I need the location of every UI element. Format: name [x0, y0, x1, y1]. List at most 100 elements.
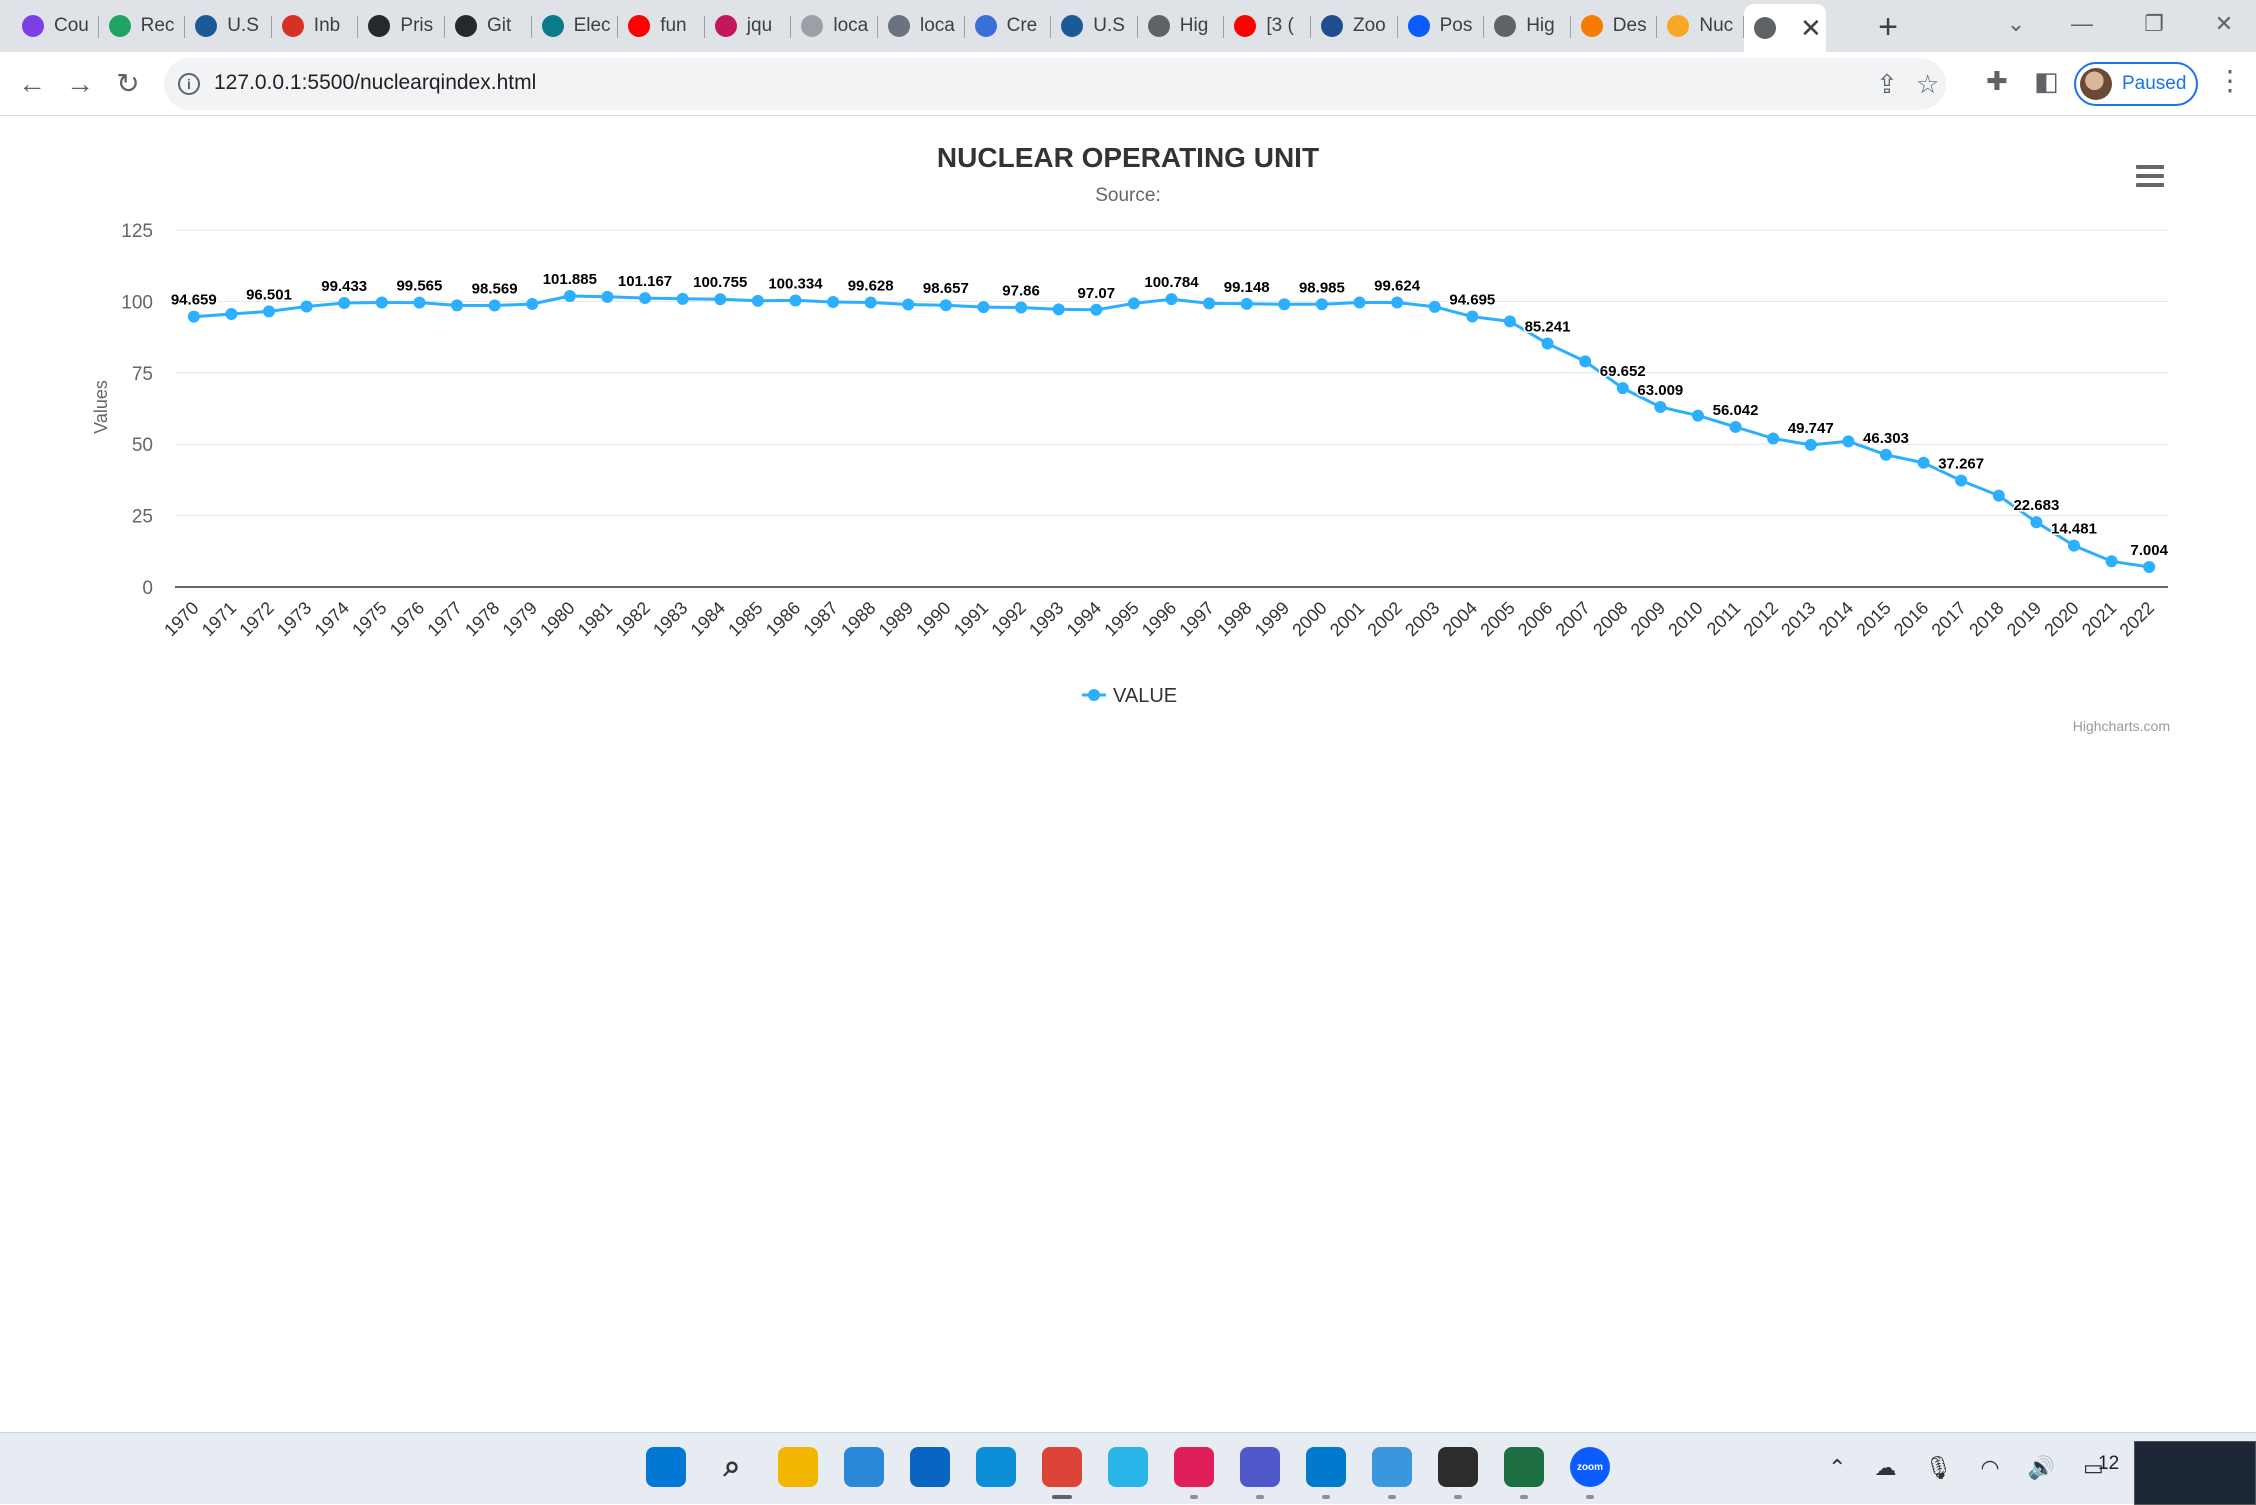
cloud-sync-icon[interactable]: ☁: [1874, 1455, 1897, 1480]
data-point[interactable]: [1992, 489, 2005, 502]
vscode-icon[interactable]: [1306, 1447, 1346, 1487]
start-icon[interactable]: [646, 1447, 686, 1487]
data-point[interactable]: [1616, 382, 1629, 395]
tab-2[interactable]: U.S: [185, 6, 272, 46]
data-point[interactable]: [2105, 555, 2118, 568]
data-point[interactable]: [1428, 300, 1441, 313]
snowflake-icon[interactable]: [1108, 1447, 1148, 1487]
file-explorer-icon[interactable]: [778, 1447, 818, 1487]
clock[interactable]: 12: [2098, 1453, 2120, 1474]
data-point[interactable]: [1541, 337, 1554, 350]
data-point[interactable]: [2143, 560, 2156, 573]
credits-link[interactable]: Highcharts.com: [2073, 718, 2170, 734]
data-point[interactable]: [601, 290, 614, 303]
tab-12[interactable]: U.S: [1051, 6, 1138, 46]
export-menu-icon[interactable]: [2136, 165, 2164, 187]
mail-icon[interactable]: [910, 1447, 950, 1487]
data-point[interactable]: [1691, 409, 1704, 422]
data-point[interactable]: [1767, 432, 1780, 445]
browser-menu-icon[interactable]: ⋮: [2216, 65, 2244, 96]
share-icon[interactable]: ⇪: [1876, 69, 1898, 99]
bookmark-star-icon[interactable]: ☆: [1916, 69, 1940, 99]
data-point[interactable]: [1203, 297, 1216, 310]
address-bar[interactable]: i 127.0.0.1:5500/nuclearqindex.html ⇪ ☆: [164, 58, 1946, 110]
data-point[interactable]: [413, 296, 426, 309]
data-point[interactable]: [1052, 303, 1065, 316]
legend[interactable]: VALUE: [1082, 685, 1177, 707]
tab-0[interactable]: Cou: [12, 6, 99, 46]
site-info-icon[interactable]: i: [178, 73, 200, 95]
tab-11[interactable]: Cre: [965, 6, 1052, 46]
data-point[interactable]: [375, 296, 388, 309]
new-tab-button[interactable]: +: [1878, 8, 1898, 46]
tab-17[interactable]: Hig: [1484, 6, 1571, 46]
data-point[interactable]: [1127, 297, 1140, 310]
excel-icon[interactable]: [1504, 1447, 1544, 1487]
data-point[interactable]: [451, 299, 464, 312]
data-point[interactable]: [225, 307, 238, 320]
tab-14[interactable]: [3 (: [1224, 6, 1311, 46]
window-thumbnail[interactable]: [2134, 1441, 2256, 1505]
tab-18[interactable]: Des: [1571, 6, 1658, 46]
edge-icon[interactable]: [976, 1447, 1016, 1487]
back-button[interactable]: ←: [18, 68, 46, 99]
data-point[interactable]: [1842, 435, 1855, 448]
data-point[interactable]: [1015, 301, 1028, 314]
minimize-button[interactable]: —: [2071, 11, 2093, 36]
chrome-icon[interactable]: [1042, 1447, 1082, 1487]
restore-button[interactable]: ❐: [2144, 11, 2164, 36]
tab-10[interactable]: loca: [878, 6, 965, 46]
search-icon[interactable]: ⌕: [723, 1450, 741, 1483]
data-point[interactable]: [1804, 438, 1817, 451]
data-point[interactable]: [563, 290, 576, 303]
microphone-icon[interactable]: 🎙: [1924, 1455, 1953, 1480]
profile-button[interactable]: Paused: [2074, 62, 2198, 106]
data-point[interactable]: [187, 310, 200, 323]
tab-13[interactable]: Hig: [1138, 6, 1225, 46]
side-panel-icon[interactable]: ◧: [2034, 66, 2059, 96]
zoom-icon[interactable]: zoom: [1570, 1447, 1610, 1487]
data-point[interactable]: [2067, 539, 2080, 552]
tab-16[interactable]: Pos: [1398, 6, 1485, 46]
tab-7[interactable]: fun: [618, 6, 705, 46]
data-point[interactable]: [1090, 303, 1103, 316]
data-point[interactable]: [977, 301, 990, 314]
tab-5[interactable]: Git: [445, 6, 532, 46]
data-point[interactable]: [2030, 516, 2043, 529]
tab-1[interactable]: Rec: [99, 6, 186, 46]
data-point[interactable]: [1917, 456, 1930, 469]
data-point[interactable]: [1466, 310, 1479, 323]
store-icon[interactable]: [844, 1447, 884, 1487]
data-point[interactable]: [300, 300, 313, 313]
tab-9[interactable]: loca: [791, 6, 878, 46]
teams-icon[interactable]: [1240, 1447, 1280, 1487]
data-point[interactable]: [1879, 448, 1892, 461]
data-point[interactable]: [1955, 474, 1968, 487]
tab-15[interactable]: Zoo: [1311, 6, 1398, 46]
slack-icon[interactable]: [1174, 1447, 1214, 1487]
data-point[interactable]: [751, 294, 764, 307]
tab-8[interactable]: jqu: [705, 6, 792, 46]
data-point[interactable]: [939, 299, 952, 312]
tab-3[interactable]: Inb: [272, 6, 359, 46]
data-point[interactable]: [263, 305, 276, 318]
reload-button[interactable]: ↻: [116, 68, 140, 99]
data-point[interactable]: [714, 293, 727, 306]
data-point[interactable]: [676, 292, 689, 305]
url-text[interactable]: 127.0.0.1:5500/nuclearqindex.html: [214, 71, 536, 95]
data-point[interactable]: [1729, 420, 1742, 433]
data-point[interactable]: [1353, 296, 1366, 309]
data-point[interactable]: [864, 296, 877, 309]
data-point[interactable]: [488, 299, 501, 312]
tab-6[interactable]: Elec: [532, 6, 619, 46]
extensions-icon[interactable]: ✚: [1986, 66, 2008, 96]
forward-button[interactable]: →: [66, 68, 94, 99]
data-point[interactable]: [1240, 297, 1253, 310]
tab-19[interactable]: Nuc: [1657, 6, 1744, 46]
data-point[interactable]: [827, 295, 840, 308]
data-point[interactable]: [902, 298, 915, 311]
legend-item-label[interactable]: VALUE: [1113, 685, 1177, 707]
notepad-icon[interactable]: [1372, 1447, 1412, 1487]
data-point[interactable]: [1579, 355, 1592, 368]
data-point[interactable]: [789, 294, 802, 307]
